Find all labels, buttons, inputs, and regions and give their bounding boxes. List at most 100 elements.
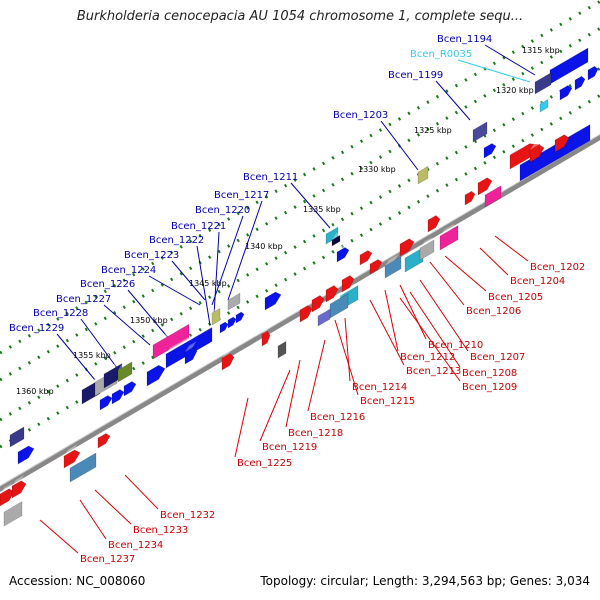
- leader-line: [148, 275, 201, 306]
- gene-block: [211, 303, 221, 326]
- gene-block: [464, 185, 476, 206]
- locus-label: Bcen_1208: [462, 368, 517, 379]
- leader-line: [171, 260, 206, 301]
- gene-block: [427, 209, 441, 233]
- locus-label: Bcen_1237: [80, 554, 135, 565]
- locus-label: Bcen_1234: [108, 540, 163, 551]
- gene-block: [9, 423, 25, 448]
- locus-label: Bcen_1221: [171, 221, 226, 232]
- gene-block: [165, 326, 213, 369]
- leader-line: [399, 284, 427, 340]
- leader-line: [307, 339, 326, 412]
- locus-label: Bcen_1217: [214, 190, 269, 201]
- locus-label: Bcen_1229: [9, 323, 64, 334]
- leader-line: [39, 519, 79, 554]
- kbp-tick-label: 1330 kbp: [358, 165, 396, 174]
- gene-block: [317, 305, 331, 327]
- leader-line: [369, 299, 405, 366]
- leader-line: [259, 369, 291, 442]
- locus-label: Bcen_1222: [149, 235, 204, 246]
- gene-block: [277, 336, 287, 359]
- topology-text: Topology: circular; Length: 3,294,563 bp…: [260, 574, 590, 588]
- kbp-tick-label: 1315 kbp: [522, 46, 560, 55]
- gene-block: [221, 347, 235, 371]
- leader-line: [344, 317, 351, 382]
- leader-line: [79, 499, 107, 540]
- locus-label: Bcen_1223: [124, 250, 179, 261]
- gene-block: [17, 440, 35, 465]
- gene-block: [235, 305, 245, 324]
- leader-line: [56, 333, 96, 381]
- leader-line: [127, 289, 171, 341]
- kbp-tick-label: 1350 kbp: [130, 316, 168, 325]
- kbp-tick-label: 1325 kbp: [414, 126, 452, 135]
- label-layer: 1315 kbp 1320 kbp 1325 kbp 1330 kbp 1335 kbp…: [9, 34, 585, 565]
- gene-block: [99, 389, 113, 411]
- leader-line: [444, 255, 487, 292]
- leader-line: [285, 359, 301, 428]
- kbp-tick-label: 1345 kbp: [189, 279, 227, 288]
- locus-label: Bcen_1225: [237, 458, 292, 469]
- leader-line: [435, 80, 471, 121]
- leader-line: [484, 44, 536, 76]
- gene-block: [554, 128, 570, 153]
- leader-line: [429, 261, 465, 306]
- gene-block: [336, 241, 350, 263]
- kbp-tick-label: 1340 kbp: [245, 242, 283, 251]
- gene-block: [484, 183, 502, 208]
- locus-label: Bcen_1214: [352, 382, 407, 393]
- gene-block: [587, 60, 599, 81]
- gene-block: [399, 232, 415, 257]
- locus-label: Bcen_1209: [462, 382, 517, 393]
- gene-block: [439, 223, 459, 251]
- locus-label: Bcen_1216: [310, 412, 365, 423]
- gene-block: [261, 324, 271, 347]
- gene-block: [11, 474, 27, 499]
- leader-line: [334, 319, 359, 396]
- kbp-tick-label: 1320 kbp: [496, 86, 534, 95]
- leader-line: [399, 297, 461, 382]
- gene-block: [123, 375, 137, 397]
- gene-block: [539, 94, 549, 113]
- kbp-tick-label: 1335 kbp: [303, 205, 341, 214]
- leader-line: [80, 318, 121, 373]
- gene-block: [477, 171, 493, 196]
- accession-text: Accession: NC_008060: [9, 574, 146, 588]
- gene-block: [311, 289, 325, 313]
- gene-block: [331, 230, 341, 247]
- gene-block: [69, 452, 97, 483]
- gene-block: [529, 138, 545, 163]
- gene-block: [3, 499, 23, 527]
- gene-block: [227, 310, 237, 329]
- leader-line: [213, 231, 220, 316]
- locus-label: Bcen_1219: [262, 442, 317, 453]
- locus-label: Bcen_1202: [530, 262, 585, 273]
- leader-line: [124, 474, 159, 510]
- locus-label: Bcen_1218: [288, 428, 343, 439]
- leader-line: [290, 182, 331, 229]
- leader-line: [196, 245, 211, 326]
- gene-block: [419, 236, 435, 261]
- leader-line: [234, 397, 249, 458]
- locus-label: Bcen_1213: [406, 366, 461, 377]
- gene-block: [227, 289, 241, 311]
- gene-block: [574, 70, 586, 91]
- locus-label: Bcen_1199: [388, 70, 443, 81]
- leader-line: [380, 120, 419, 171]
- locus-label: Bcen_1205: [488, 292, 543, 303]
- locus-label: Bcen_1194: [437, 34, 492, 45]
- locus-label: Bcen_1212: [400, 352, 455, 363]
- gene-block: [325, 279, 339, 303]
- leader-line: [457, 59, 531, 83]
- gene-block: [219, 315, 229, 334]
- locus-label: Bcen_1232: [160, 510, 215, 521]
- locus-label: Bcen_1207: [470, 352, 525, 363]
- kbp-tick-label: 1360 kbp: [16, 387, 54, 396]
- gene-block: [369, 253, 383, 275]
- leader-line: [94, 489, 132, 525]
- locus-label: Bcen_1203: [333, 110, 388, 121]
- tick-dot-layer: [0, 0, 600, 491]
- leader-line: [419, 279, 469, 352]
- leader-line: [494, 235, 529, 262]
